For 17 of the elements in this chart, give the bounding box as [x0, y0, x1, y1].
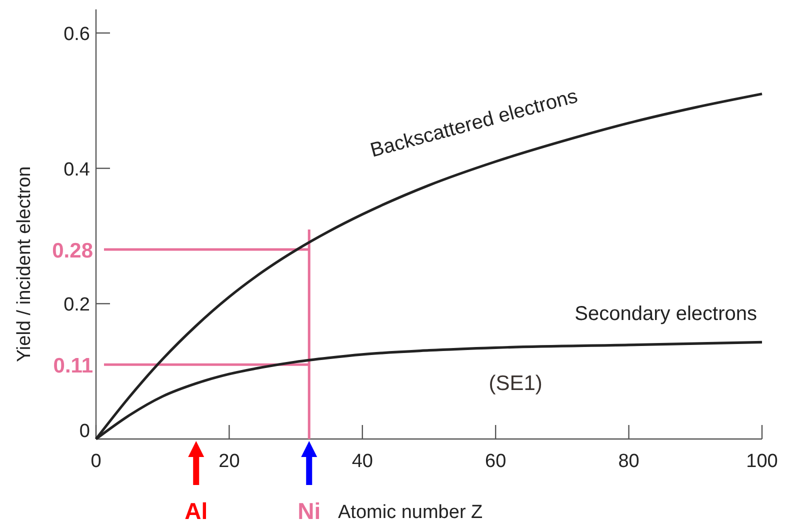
text: Ni [298, 498, 321, 524]
annotation: (SE1) [488, 372, 542, 396]
x-tick-label: 60 [485, 451, 506, 472]
x-tick-label: 80 [618, 451, 640, 472]
x-tick-label: 40 [352, 451, 373, 472]
ref-line-label: 0.28 [52, 240, 94, 263]
text: Al [184, 498, 208, 524]
x-tick-label: 100 [746, 451, 778, 472]
x-axis-title: Atomic number Z [338, 502, 484, 523]
series-label: Secondary electrons [574, 303, 757, 326]
y-tick-label: 0.2 [64, 294, 90, 316]
x-tick-label: 20 [218, 451, 240, 472]
y-tick-label: 0 [79, 421, 90, 442]
y-axis-title: Yield / incident electron [14, 166, 35, 362]
y-tick-label: 0.4 [64, 159, 90, 180]
y-tick-label: 0.6 [64, 24, 90, 45]
ref-line-label: 0.11 [53, 354, 94, 378]
